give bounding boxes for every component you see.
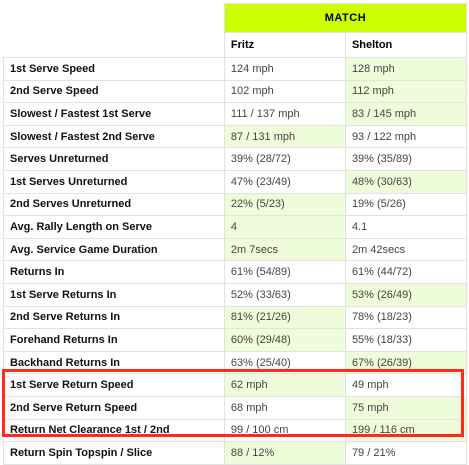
stat-label: 1st Serve Return Speed <box>3 373 225 397</box>
player-header-row: Fritz Shelton <box>3 32 468 58</box>
stat-row: Return Spin Topspin / Slice 88 / 12% 79 / … <box>3 441 468 465</box>
match-header-row: MATCH <box>3 3 468 33</box>
stat-label: Serves Unreturned <box>3 147 225 171</box>
player-2-stat-value: 39% (35/89) <box>344 147 468 171</box>
player-2-stat-value: 128 mph <box>344 57 468 81</box>
stat-row: Forehand Returns In 60% (29/48) 55% (18/33… <box>3 328 468 352</box>
player-2-name: Shelton <box>344 32 468 58</box>
stat-row: Avg. Rally Length on Serve 4 4.1 <box>3 215 468 239</box>
player-2-stat-value: 55% (18/33) <box>344 328 468 352</box>
player-1-stat-value: 68 mph <box>223 395 346 420</box>
stat-label: Returns In <box>3 260 225 284</box>
stat-row: 2nd Serve Speed 102 mph 112 mph <box>3 79 468 104</box>
player-1-stat-value: 4 <box>223 215 346 239</box>
player-2-stat-value: 48% (30/63) <box>344 169 468 194</box>
stat-row: 1st Serves Unreturned 47% (23/49) 48% (30/… <box>3 169 468 194</box>
stat-label: Avg. Rally Length on Serve <box>3 215 225 239</box>
stat-label: Avg. Service Game Duration <box>3 237 225 262</box>
stat-row: Returns In 61% (54/89) 61% (44/72) <box>3 260 468 284</box>
stat-row: 2nd Serves Unreturned 22% (5/23) 19% (5/26… <box>3 192 468 217</box>
stat-label: 2nd Serves Unreturned <box>3 192 225 217</box>
stat-label: 1st Serve Returns In <box>3 282 225 307</box>
match-header: MATCH <box>223 3 468 33</box>
stats-body: 1st Serve Speed 124 mph 128 mph 2nd Serve S… <box>3 57 468 465</box>
player-1-stat-value: 102 mph <box>223 79 346 104</box>
stat-row: 2nd Serve Return Speed 68 mph 75 mph <box>3 395 468 420</box>
stat-label: Return Net Clearance 1st / 2nd <box>3 418 225 443</box>
player-2-stat-value: 2m 42secs <box>344 237 468 262</box>
stat-row: Slowest / Fastest 1st Serve 111 / 137 mph… <box>3 102 468 126</box>
player-1-stat-value: 47% (23/49) <box>223 169 346 194</box>
player-1-stat-value: 22% (5/23) <box>223 192 346 217</box>
stat-row: 2nd Serve Returns In 81% (21/26) 78% (18/2… <box>3 305 468 330</box>
player-2-stat-value: 61% (44/72) <box>344 260 468 284</box>
stat-label: 2nd Serve Speed <box>3 79 225 104</box>
player-2-stat-value: 75 mph <box>344 395 468 420</box>
stat-label: Slowest / Fastest 1st Serve <box>3 102 225 126</box>
player-1-stat-value: 88 / 12% <box>223 441 346 465</box>
player-1-stat-value: 63% (25/40) <box>223 350 346 375</box>
player-2-stat-value: 78% (18/23) <box>344 305 468 330</box>
stat-row: Return Net Clearance 1st / 2nd 99 / 100 c… <box>3 418 468 443</box>
player-1-stat-value: 124 mph <box>223 57 346 81</box>
stat-row: 1st Serve Speed 124 mph 128 mph <box>3 57 468 81</box>
player-1-name: Fritz <box>223 32 346 58</box>
player-1-stat-value: 87 / 131 mph <box>223 124 346 149</box>
stat-label: Backhand Returns In <box>3 350 225 375</box>
player-1-stat-value: 2m 7secs <box>223 237 346 262</box>
player-1-stat-value: 60% (29/48) <box>223 328 346 352</box>
player-2-stat-value: 53% (26/49) <box>344 282 468 307</box>
stat-row: Avg. Service Game Duration 2m 7secs 2m 42s… <box>3 237 468 262</box>
player-1-stat-value: 52% (33/63) <box>223 282 346 307</box>
stat-row: Slowest / Fastest 2nd Serve 87 / 131 mph 9… <box>3 124 468 149</box>
player-1-stat-value: 111 / 137 mph <box>223 102 346 126</box>
stat-label: 1st Serves Unreturned <box>3 169 225 194</box>
player-2-stat-value: 49 mph <box>344 373 468 397</box>
stat-row: 1st Serve Return Speed 62 mph 49 mph <box>3 373 468 397</box>
player-2-stat-value: 112 mph <box>344 79 468 104</box>
stat-row: Backhand Returns In 63% (25/40) 67% (26/39… <box>3 350 468 375</box>
stat-label: 1st Serve Speed <box>3 57 225 81</box>
stat-row: Serves Unreturned 39% (28/72) 39% (35/89) <box>3 147 468 171</box>
match-stats-table: MATCH Fritz Shelton 1st Serve Speed 124 m… <box>3 3 468 465</box>
player-2-stat-value: 19% (5/26) <box>344 192 468 217</box>
player-2-stat-value: 83 / 145 mph <box>344 102 468 126</box>
player-1-stat-value: 81% (21/26) <box>223 305 346 330</box>
stat-label: 2nd Serve Returns In <box>3 305 225 330</box>
player-1-stat-value: 62 mph <box>223 373 346 397</box>
player-1-stat-value: 61% (54/89) <box>223 260 346 284</box>
player-1-stat-value: 39% (28/72) <box>223 147 346 171</box>
player-2-stat-value: 4.1 <box>344 215 468 239</box>
player-1-stat-value: 99 / 100 cm <box>223 418 346 443</box>
player-2-stat-value: 93 / 122 mph <box>344 124 468 149</box>
stat-row: 1st Serve Returns In 52% (33/63) 53% (26/4… <box>3 282 468 307</box>
player-2-stat-value: 67% (26/39) <box>344 350 468 375</box>
player-header-blank-cell <box>3 32 225 58</box>
player-2-stat-value: 199 / 116 cm <box>344 418 468 443</box>
header-blank-cell <box>3 3 225 33</box>
stat-label: Slowest / Fastest 2nd Serve <box>3 124 225 149</box>
stat-label: Forehand Returns In <box>3 328 225 352</box>
stat-label: 2nd Serve Return Speed <box>3 395 225 420</box>
